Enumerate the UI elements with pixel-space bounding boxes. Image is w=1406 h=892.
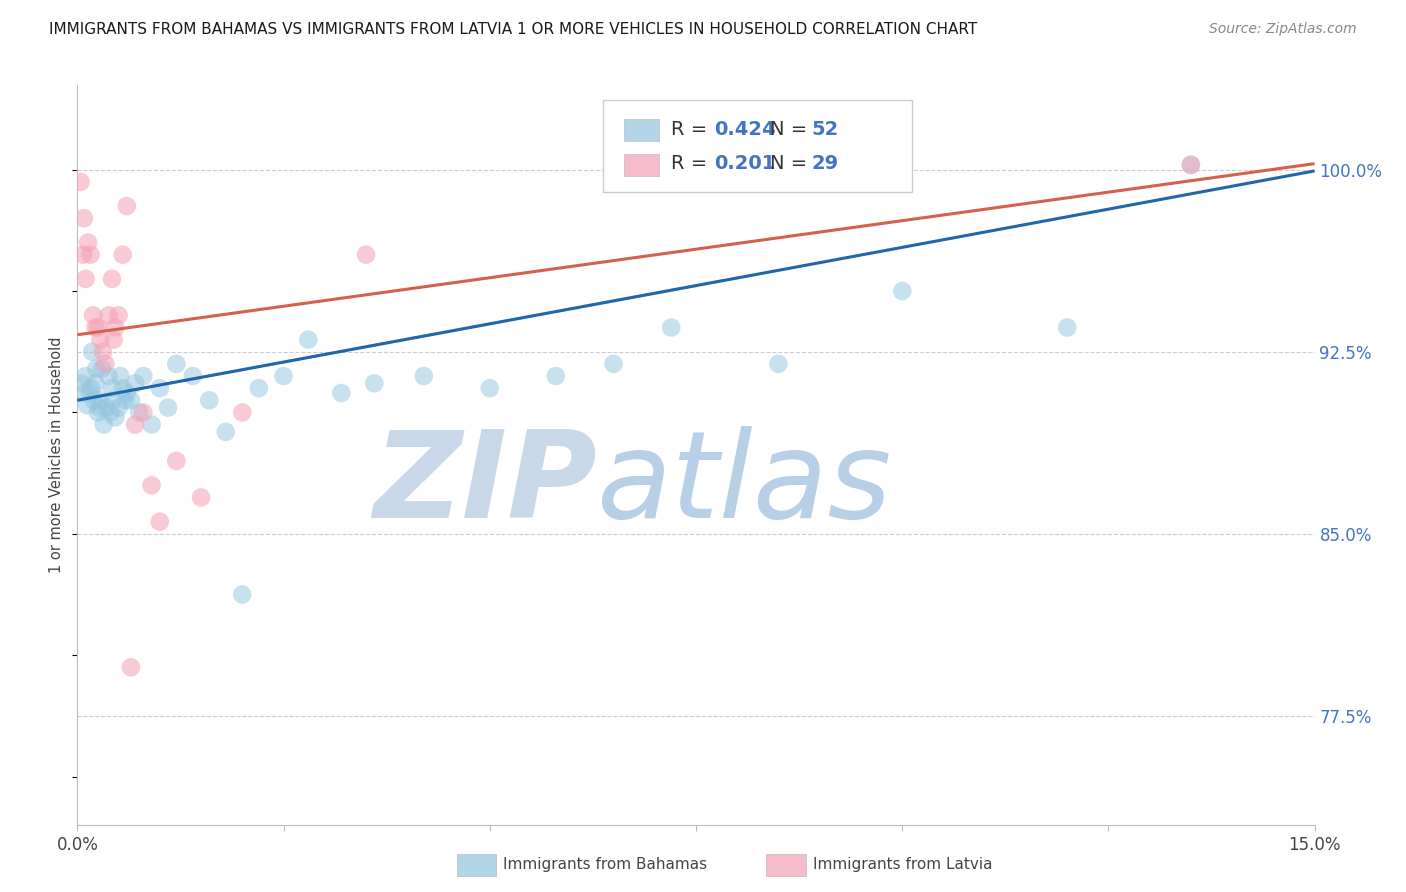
Point [247,381,270,395]
Point [1180,158,1202,172]
Point [96,401,118,415]
Point [128,405,150,419]
Point [363,376,385,391]
Point [110,369,132,384]
Point [104,320,127,334]
Point [198,393,221,408]
Text: N =: N = [770,154,814,173]
Point [132,405,155,419]
Point [89,401,111,415]
Point [215,425,238,439]
Point [91,344,114,359]
Point [72,247,94,261]
Text: 0.424: 0.424 [714,120,776,138]
Point [101,272,124,286]
Point [115,199,138,213]
Point [120,660,142,674]
Point [124,376,146,391]
Point [354,247,377,261]
Text: ZIP: ZIP [373,426,598,543]
Point [84,376,107,391]
Point [412,369,434,384]
Point [107,401,129,415]
Text: atlas: atlas [598,426,893,543]
Point [149,381,172,395]
Point [231,587,253,601]
Point [107,309,129,323]
Point [89,393,111,408]
Point [103,333,125,347]
Point [69,175,91,189]
Point [478,381,501,395]
Point [149,515,172,529]
Text: 0.201: 0.201 [714,154,776,173]
Point [83,393,105,408]
Point [273,369,295,384]
Point [80,381,103,395]
Point [97,369,120,384]
Point [120,393,142,408]
Point [101,393,124,408]
Point [330,386,353,401]
Point [124,417,146,432]
Point [70,376,93,391]
Point [1056,320,1078,334]
Point [76,398,98,412]
Point [231,405,253,419]
Point [165,357,187,371]
Point [181,369,204,384]
Point [84,361,107,376]
Point [659,320,682,334]
Point [97,309,120,323]
Point [93,417,115,432]
Text: IMMIGRANTS FROM BAHAMAS VS IMMIGRANTS FROM LATVIA 1 OR MORE VEHICLES IN HOUSEHOL: IMMIGRANTS FROM BAHAMAS VS IMMIGRANTS FR… [49,22,977,37]
Point [75,369,97,384]
Point [141,417,163,432]
Point [82,344,104,359]
Point [190,491,212,505]
Point [768,357,790,371]
Text: Immigrants from Bahamas: Immigrants from Bahamas [503,857,707,871]
FancyBboxPatch shape [603,100,912,192]
Point [101,381,124,395]
Point [73,386,96,401]
Point [115,386,138,401]
Point [82,309,104,323]
Point [87,405,110,419]
Point [1180,158,1202,172]
Point [79,247,101,261]
Text: R =: R = [671,154,714,173]
Point [165,454,187,468]
Point [891,284,914,298]
Point [91,361,114,376]
Point [544,369,567,384]
Text: Source: ZipAtlas.com: Source: ZipAtlas.com [1209,22,1357,37]
Text: 52: 52 [811,120,838,138]
Point [104,410,127,425]
Y-axis label: 1 or more Vehicles in Household: 1 or more Vehicles in Household [49,336,65,574]
Text: 29: 29 [811,154,838,173]
Point [602,357,624,371]
Point [77,235,100,250]
Point [75,272,97,286]
Point [157,401,180,415]
Point [111,247,134,261]
Text: R =: R = [671,120,714,138]
Point [79,386,101,401]
Point [111,381,134,395]
FancyBboxPatch shape [624,153,659,176]
FancyBboxPatch shape [624,119,659,141]
Point [98,405,121,419]
Point [84,320,107,334]
Point [89,333,111,347]
Point [141,478,163,492]
Point [94,357,117,371]
Point [297,333,319,347]
Text: N =: N = [770,120,814,138]
Text: Immigrants from Latvia: Immigrants from Latvia [813,857,993,871]
Point [73,211,96,226]
Point [132,369,155,384]
Point [87,320,110,334]
Point [114,393,136,408]
